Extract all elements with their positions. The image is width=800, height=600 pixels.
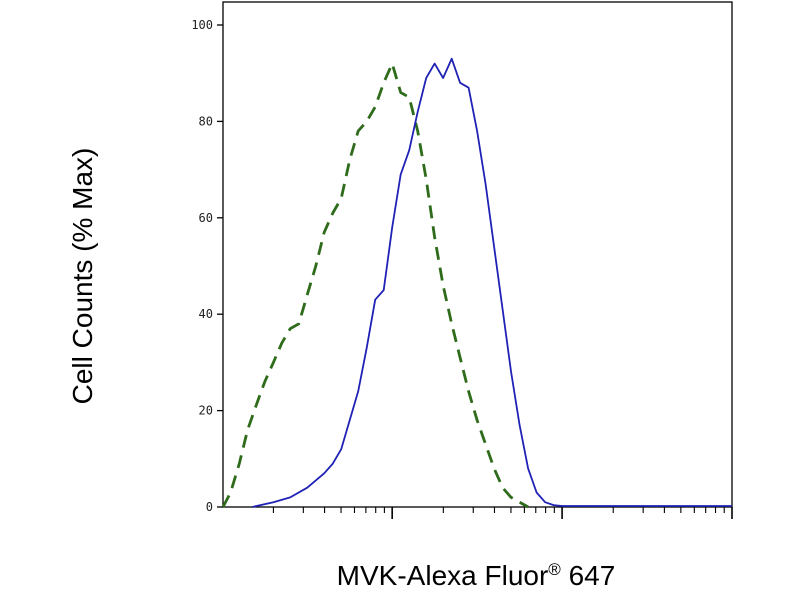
plot-frame [222,1,733,508]
x-axis-label-spacer [561,560,569,591]
x-axis-label-superscript: ® [548,560,561,579]
x-axis-label: MVK-Alexa Fluor® 647 [337,560,616,591]
y-axis: 0 20 40 60 80 100 [191,18,223,514]
x-axis [272,507,733,519]
mvk-stained-line [252,57,732,508]
y-tick-label: 100 [191,18,213,32]
y-tick-label: 80 [199,114,213,128]
y-tick-label: 20 [199,404,213,418]
x-axis-label-suffix: 647 [569,560,616,591]
x-axis-label-main: MVK-Alexa Fluor [337,560,549,591]
series-layer [221,57,732,509]
y-axis-label: Cell Counts (% Max) [67,148,98,405]
isotype-control-line [221,62,529,509]
y-tick-label: 60 [199,211,213,225]
y-tick-label: 40 [199,307,213,321]
y-tick-label: 0 [206,500,213,514]
